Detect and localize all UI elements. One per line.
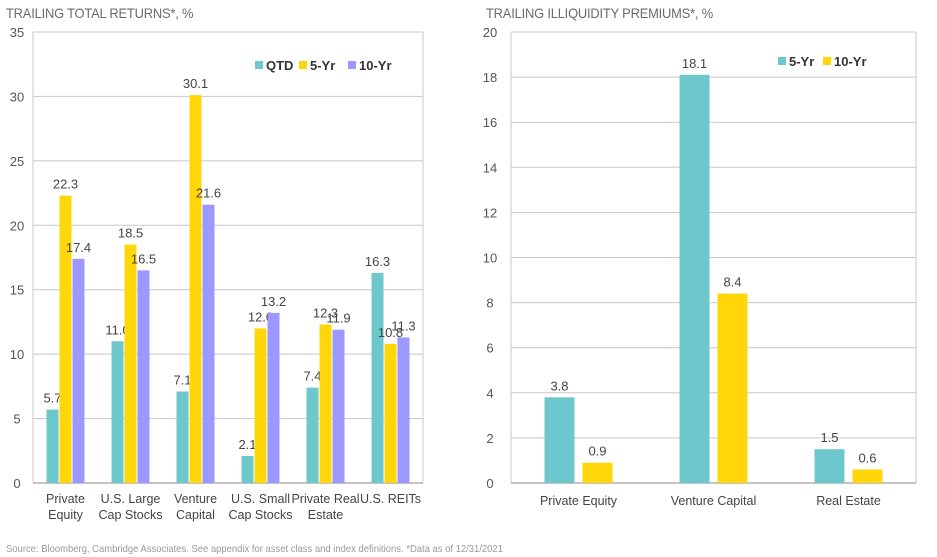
returns-category-label: Estate (308, 508, 343, 522)
returns-y-tick-label: 10 (10, 347, 24, 362)
returns-category-label: Capital (176, 508, 215, 522)
premiums-data-label: 0.6 (858, 450, 876, 465)
premiums-y-tick-label: 10 (483, 251, 497, 266)
premiums-y-tick-label: 18 (483, 70, 497, 85)
returns-data-label: 12.3 (313, 306, 338, 321)
premiums-data-label: 3.8 (550, 378, 568, 393)
premiums-category-label: Venture Capital (671, 494, 756, 508)
returns-y-tick-label: 20 (10, 218, 24, 233)
returns-data-label: 11.0 (105, 322, 129, 337)
returns-category-label: U.S. Large (101, 492, 161, 506)
returns-bar-qtd (111, 341, 124, 483)
premiums-y-tick-label: 20 (483, 25, 497, 40)
premiums-legend-swatch (778, 57, 786, 65)
premiums-bar-10-yr (717, 293, 748, 483)
premiums-bar-5-yr (544, 397, 575, 483)
returns-data-label: 30.1 (183, 76, 208, 91)
returns-bar-10-yr (72, 258, 85, 483)
returns-bar-qtd (176, 391, 189, 483)
returns-data-label: 18.5 (118, 226, 143, 241)
returns-data-label: 13.2 (261, 294, 286, 309)
returns-data-label: 21.6 (196, 186, 221, 201)
returns-y-tick-label: 30 (10, 89, 24, 104)
returns-category-label: Private Real (291, 492, 359, 506)
premiums-data-label: 0.9 (588, 444, 606, 459)
source-footnote: Source: Bloomberg, Cambridge Associates.… (6, 543, 503, 555)
returns-bar-5-yr (189, 95, 202, 483)
returns-y-tick-label: 35 (10, 25, 24, 40)
returns-bar-qtd (46, 409, 59, 483)
returns-data-label: 5.7 (43, 391, 61, 406)
returns-data-label: 11.3 (391, 318, 415, 333)
returns-bar-5-yr (59, 195, 72, 484)
returns-bar-10-yr (332, 329, 345, 483)
returns-legend-label: QTD (266, 58, 293, 73)
premiums-legend-label: 10-Yr (834, 54, 867, 69)
returns-bar-10-yr (397, 337, 410, 483)
returns-data-label: 22.3 (53, 177, 78, 192)
returns-data-label: 11.9 (326, 311, 350, 326)
returns-data-label: 10.8 (378, 325, 403, 340)
returns-bar-10-yr (202, 204, 215, 483)
right-chart-title: TRAILING ILLIQUIDITY PREMIUMS*, % (486, 5, 714, 21)
returns-data-label: 16.3 (365, 254, 390, 269)
returns-category-label: Cap Stocks (99, 508, 163, 522)
returns-bar-5-yr (384, 343, 397, 483)
premiums-data-label: 18.1 (682, 56, 707, 71)
returns-legend-label: 5-Yr (310, 58, 335, 73)
premiums-legend-swatch (823, 57, 831, 65)
premiums-bar-5-yr (814, 449, 845, 483)
returns-legend-label: 10-Yr (359, 58, 392, 73)
returns-bar-qtd (241, 455, 254, 483)
returns-data-label: 2.1 (238, 437, 256, 452)
premiums-bar-10-yr (852, 469, 883, 483)
returns-bar-5-yr (319, 324, 332, 483)
returns-data-label: 7.1 (173, 373, 191, 388)
returns-category-label: U.S. Small (231, 492, 290, 506)
returns-legend-swatch (255, 61, 263, 69)
premiums-category-label: Private Equity (540, 494, 618, 508)
returns-y-tick-label: 0 (13, 476, 20, 491)
premiums-y-tick-label: 14 (483, 160, 497, 175)
returns-data-label: 12.0 (248, 309, 273, 324)
premiums-y-tick-label: 6 (486, 341, 493, 356)
premiums-bar-10-yr (582, 462, 613, 483)
premiums-y-tick-label: 2 (486, 431, 493, 446)
returns-data-label: 16.5 (131, 251, 156, 266)
returns-bar-qtd (306, 387, 319, 483)
premiums-legend-label: 5-Yr (789, 54, 814, 69)
left-chart-title: TRAILING TOTAL RETURNS*, % (6, 5, 194, 21)
returns-bar-5-yr (124, 244, 137, 483)
returns-y-tick-label: 25 (10, 154, 24, 169)
premiums-data-label: 8.4 (723, 275, 741, 290)
returns-category-label: Private (46, 492, 85, 506)
returns-category-label: Cap Stocks (229, 508, 293, 522)
returns-category-label: Equity (48, 508, 83, 522)
premiums-data-label: 1.5 (820, 430, 838, 445)
returns-y-tick-label: 5 (13, 412, 20, 427)
premiums-y-tick-label: 0 (486, 476, 493, 491)
returns-bar-qtd (371, 272, 384, 483)
returns-legend-swatch (299, 61, 307, 69)
returns-data-label: 17.4 (66, 240, 91, 255)
returns-category-label: U.S. REITs (360, 492, 421, 506)
premiums-bar-5-yr (679, 74, 710, 483)
returns-legend-swatch (348, 61, 356, 69)
returns-category-label: Venture (174, 492, 217, 506)
premiums-y-tick-label: 8 (486, 296, 493, 311)
returns-y-tick-label: 15 (10, 283, 24, 298)
returns-bar-10-yr (137, 270, 150, 483)
premiums-y-tick-label: 16 (483, 115, 497, 130)
premiums-y-tick-label: 12 (483, 205, 497, 220)
premiums-category-label: Real Estate (816, 494, 881, 508)
returns-data-label: 7.4 (303, 369, 321, 384)
returns-bar-5-yr (254, 328, 267, 483)
premiums-y-tick-label: 4 (486, 386, 493, 401)
returns-bar-10-yr (267, 312, 280, 483)
